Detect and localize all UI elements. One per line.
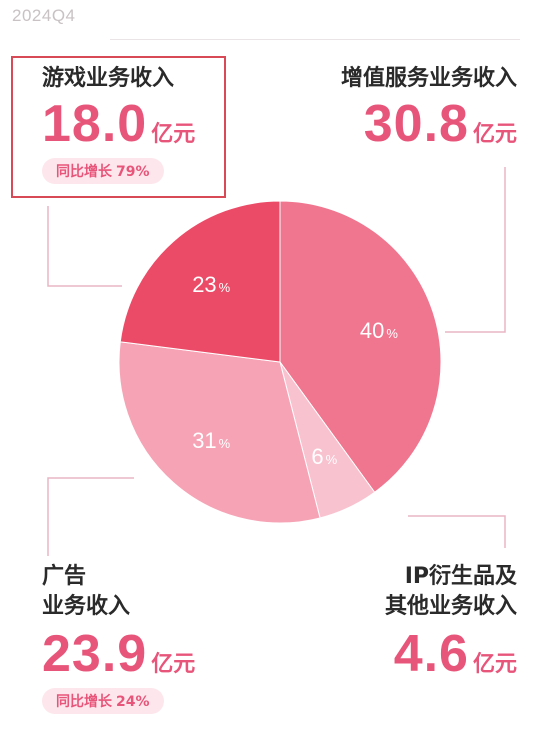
slice-label-ip: 6% bbox=[311, 444, 337, 469]
slice-label-unit-vas: % bbox=[386, 326, 398, 341]
ad-amount-unit: 亿元 bbox=[151, 652, 196, 677]
slice-label-value-game: 23 bbox=[192, 272, 216, 297]
vas-amount: 30.8 亿元 bbox=[341, 98, 517, 150]
game-amount-unit: 亿元 bbox=[151, 122, 196, 147]
slice-label-unit-ip: % bbox=[326, 452, 338, 467]
ip-label-line-2: 其他业务收入 bbox=[384, 594, 517, 619]
ad-yoy-badge: 同比增长 24% bbox=[42, 688, 164, 714]
game-highlight-box bbox=[11, 56, 226, 198]
ip-amount: 4.6 亿元 bbox=[385, 628, 517, 680]
game-amount-value: 18.0 bbox=[42, 95, 148, 153]
pie-slice-ad bbox=[118, 341, 321, 524]
pie-slice-game bbox=[119, 200, 281, 363]
ip-label-line-1: IP衍生品及 bbox=[404, 564, 517, 589]
card-ip: IP衍生品及 其他业务收入 4.6 亿元 bbox=[385, 562, 517, 680]
slice-label-value-vas: 40 bbox=[360, 318, 384, 343]
vas-amount-unit: 亿元 bbox=[472, 122, 517, 147]
connector-ip bbox=[408, 515, 506, 548]
card-game: 游戏业务收入 18.0 亿元 同比增长 79% bbox=[42, 64, 195, 184]
connector-ad bbox=[47, 477, 134, 556]
game-yoy-label: 同比增长 bbox=[56, 164, 112, 180]
game-amount: 18.0 亿元 bbox=[42, 98, 195, 150]
ad-amount: 23.9 亿元 bbox=[42, 628, 195, 680]
slice-label-value-ip: 6 bbox=[311, 444, 323, 469]
ad-yoy-label: 同比增长 bbox=[56, 694, 112, 710]
period-label: 2024Q4 bbox=[12, 6, 76, 25]
slice-label-unit-game: % bbox=[219, 280, 231, 295]
card-ad: 广告 业务收入 23.9 亿元 同比增长 24% bbox=[42, 562, 195, 714]
game-yoy-value: 79% bbox=[116, 164, 150, 180]
pie-slice-vas bbox=[279, 200, 442, 493]
slice-label-vas: 40% bbox=[360, 318, 398, 343]
vas-label: 增值服务业务收入 bbox=[340, 66, 517, 91]
connector-game bbox=[47, 206, 122, 287]
game-yoy-badge: 同比增长 79% bbox=[42, 158, 164, 184]
slice-label-ad: 31% bbox=[192, 428, 230, 453]
card-vas: 增值服务业务收入 30.8 亿元 bbox=[341, 64, 517, 150]
ad-label-line-2: 业务收入 bbox=[42, 594, 131, 619]
game-label: 游戏业务收入 bbox=[42, 66, 175, 91]
slice-label-unit-ad: % bbox=[219, 436, 231, 451]
slice-label-game: 23% bbox=[192, 272, 230, 297]
ip-amount-value: 4.6 bbox=[393, 625, 469, 683]
ad-label-line-1: 广告 bbox=[42, 564, 87, 589]
connector-lines bbox=[47, 167, 506, 556]
ad-amount-value: 23.9 bbox=[42, 625, 148, 683]
vas-amount-value: 30.8 bbox=[363, 95, 469, 153]
top-divider bbox=[110, 39, 520, 40]
ad-yoy-value: 24% bbox=[116, 694, 150, 710]
ip-amount-unit: 亿元 bbox=[472, 652, 517, 677]
connector-vas bbox=[445, 167, 506, 333]
slice-label-value-ad: 31 bbox=[192, 428, 216, 453]
